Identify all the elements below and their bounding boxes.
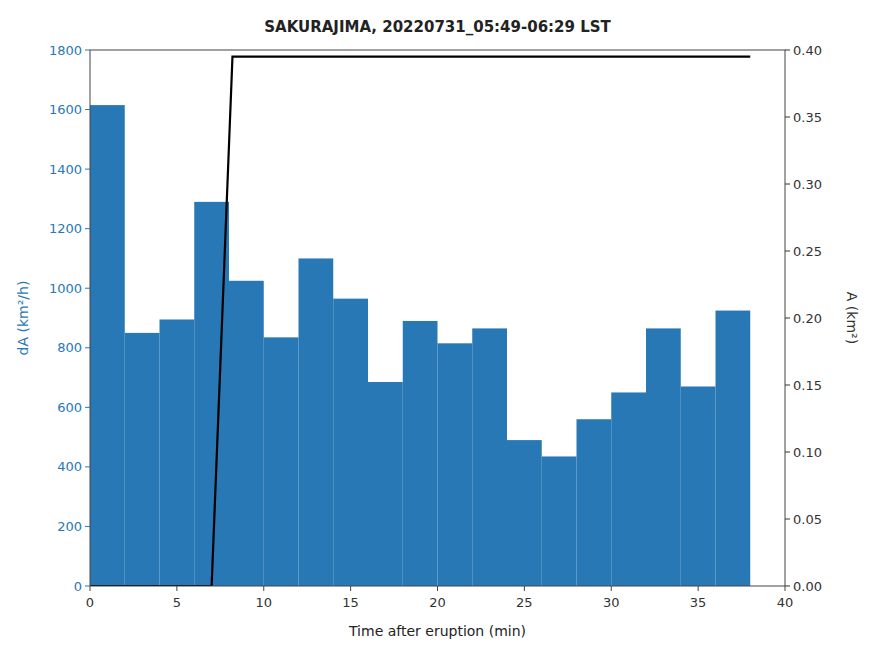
- bar: [681, 386, 716, 586]
- y-tick-label: 1800: [49, 43, 82, 58]
- bar: [125, 333, 160, 586]
- y2-tick: [785, 385, 790, 386]
- x-tick-label: 25: [516, 595, 533, 610]
- y-tick: [85, 526, 90, 527]
- bar: [299, 258, 334, 586]
- bar: [611, 392, 646, 586]
- x-tick: [785, 586, 786, 591]
- x-tick-label: 35: [690, 595, 707, 610]
- y-tick: [85, 50, 90, 51]
- y2-tick-label: 0.05: [793, 512, 822, 527]
- y-tick-label: 1600: [49, 102, 82, 117]
- x-tick: [176, 586, 177, 591]
- x-tick: [437, 586, 438, 591]
- y2-tick: [785, 50, 790, 51]
- x-tick: [90, 586, 91, 591]
- bar: [472, 328, 507, 586]
- bar: [646, 328, 681, 586]
- x-axis-label: Time after eruption (min): [348, 623, 526, 639]
- bar: [264, 337, 299, 586]
- bar: [160, 319, 195, 586]
- y2-tick: [785, 586, 790, 587]
- bar: [403, 321, 438, 586]
- y-tick-label: 200: [57, 519, 82, 534]
- line: [90, 57, 750, 586]
- x-tick-label: 20: [429, 595, 446, 610]
- y2-tick-label: 0.30: [793, 177, 822, 192]
- y2-axis: 0.00 0.05 0.10 0.15 0.20 0.25 0.30 0.35 0.40: [785, 43, 822, 594]
- y-tick-label: 1200: [49, 221, 82, 236]
- y2-tick-label: 0.00: [793, 579, 822, 594]
- x-tick: [263, 586, 264, 591]
- y-tick: [85, 347, 90, 348]
- y2-tick-label: 0.10: [793, 445, 822, 460]
- y-tick-label: 400: [57, 459, 82, 474]
- x-tick-label: 0: [86, 595, 94, 610]
- bar: [577, 419, 612, 586]
- title: SAKURAJIMA, 20220731_05:49-06:29 LST: [264, 18, 611, 36]
- y2-tick: [785, 117, 790, 118]
- x-tick-label: 15: [342, 595, 359, 610]
- x-tick-label: 5: [173, 595, 181, 610]
- y2-tick-label: 0.35: [793, 110, 822, 125]
- y-tick: [85, 586, 90, 587]
- y-tick-label: 0: [74, 579, 82, 594]
- bar: [542, 456, 577, 586]
- y2-tick: [785, 184, 790, 185]
- bar: [716, 311, 751, 586]
- x-tick: [524, 586, 525, 591]
- y-tick: [85, 407, 90, 408]
- y2-tick-label: 0.15: [793, 378, 822, 393]
- y-tick: [85, 228, 90, 229]
- y-tick-label: 600: [57, 400, 82, 415]
- y-axis: 0 200 400 600 800 1000 1200 1400 1600 1800: [49, 43, 90, 594]
- bar: [368, 382, 403, 586]
- y-tick-label: 1000: [49, 281, 82, 296]
- x-tick-label: 40: [777, 595, 794, 610]
- y2-axis-label: A (km²): [844, 292, 860, 344]
- x-tick-label: 10: [255, 595, 272, 610]
- y-axis-label: dA (km²/h): [15, 281, 31, 356]
- x-axis: 0 5 10 15 20 25 30 35 40: [86, 586, 793, 610]
- x-tick: [698, 586, 699, 591]
- plot-frame: [90, 50, 785, 586]
- y-tick: [85, 169, 90, 170]
- bar: [507, 440, 542, 586]
- y-tick: [85, 288, 90, 289]
- y2-tick-label: 0.20: [793, 311, 822, 326]
- y-tick: [85, 466, 90, 467]
- y2-tick-label: 0.25: [793, 244, 822, 259]
- y2-tick: [785, 519, 790, 520]
- bar: [438, 343, 473, 586]
- x-tick: [350, 586, 351, 591]
- y2-tick: [785, 318, 790, 319]
- y2-tick-label: 0.40: [793, 43, 822, 58]
- marks: [90, 57, 750, 586]
- y-tick-label: 800: [57, 340, 82, 355]
- bar: [229, 281, 264, 586]
- y-tick-label: 1400: [49, 162, 82, 177]
- x-tick: [611, 586, 612, 591]
- y-tick: [85, 109, 90, 110]
- bar: [333, 299, 368, 586]
- chart: 0510152025303540020040060080010001200140…: [0, 0, 875, 656]
- bar: [90, 105, 125, 586]
- y2-tick: [785, 251, 790, 252]
- x-tick-label: 30: [603, 595, 620, 610]
- y2-tick: [785, 452, 790, 453]
